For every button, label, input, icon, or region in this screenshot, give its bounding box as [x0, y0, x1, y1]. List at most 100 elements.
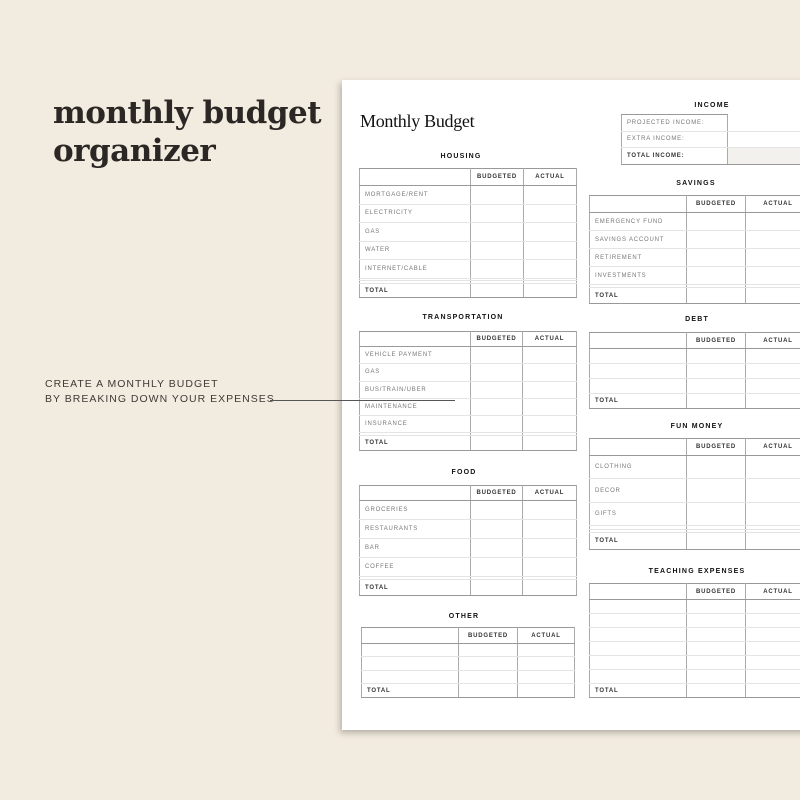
actual-cell[interactable] — [523, 185, 577, 205]
actual-cell[interactable] — [517, 643, 575, 658]
actual-cell[interactable] — [745, 669, 800, 684]
budgeted-cell[interactable] — [686, 266, 746, 286]
budgeted-cell[interactable] — [458, 656, 518, 671]
budgeted-total-cell[interactable] — [686, 532, 746, 550]
budgeted-cell[interactable] — [686, 212, 746, 232]
actual-cell[interactable] — [523, 278, 577, 282]
total-row: TOTAL — [589, 683, 800, 698]
actual-total-cell[interactable] — [745, 287, 800, 304]
budgeted-total-cell[interactable] — [458, 683, 518, 698]
budgeted-cell[interactable] — [470, 557, 523, 578]
actual-cell[interactable] — [522, 346, 577, 365]
row-label: GIFTS — [589, 502, 687, 527]
budgeted-cell[interactable] — [470, 363, 523, 382]
actual-cell[interactable] — [523, 222, 577, 242]
budgeted-total-cell[interactable] — [470, 579, 523, 596]
actual-cell[interactable] — [745, 655, 800, 670]
actual-cell[interactable] — [522, 398, 577, 417]
actual-cell[interactable] — [522, 557, 577, 578]
budgeted-cell[interactable] — [686, 669, 746, 684]
budgeted-cell[interactable] — [686, 502, 746, 527]
budgeted-cell[interactable] — [686, 455, 746, 480]
actual-cell[interactable] — [517, 656, 575, 671]
actual-total-cell[interactable] — [745, 683, 800, 698]
budgeted-cell[interactable] — [470, 241, 524, 261]
actual-total-cell[interactable] — [522, 435, 577, 451]
actual-cell[interactable] — [522, 415, 577, 434]
actual-cell[interactable] — [522, 381, 577, 399]
actual-cell[interactable] — [522, 500, 577, 521]
actual-cell[interactable] — [745, 266, 800, 286]
actual-cell[interactable] — [745, 525, 800, 530]
budgeted-cell[interactable] — [458, 643, 518, 658]
actual-total-cell[interactable] — [745, 532, 800, 550]
budgeted-cell[interactable] — [470, 185, 524, 205]
headline-line-1: monthly budget — [53, 95, 322, 131]
actual-cell[interactable] — [522, 519, 577, 540]
budgeted-cell[interactable] — [470, 500, 523, 521]
actual-total-cell[interactable] — [522, 579, 577, 596]
actual-cell[interactable] — [745, 502, 800, 527]
actual-cell[interactable] — [523, 241, 577, 261]
budgeted-cell[interactable] — [470, 398, 523, 417]
budgeted-cell[interactable] — [470, 222, 524, 242]
table-row — [589, 378, 800, 394]
fun-money-table: BUDGETED ACTUAL CLOTHING DECOR GIFTS TOTAL — [589, 438, 800, 550]
actual-cell[interactable] — [517, 670, 575, 685]
budgeted-cell[interactable] — [686, 613, 746, 628]
budgeted-cell[interactable] — [470, 538, 523, 559]
actual-cell[interactable] — [745, 348, 800, 364]
actual-cell[interactable] — [523, 259, 577, 279]
income-value-cell[interactable] — [727, 131, 800, 149]
budgeted-cell[interactable] — [470, 519, 523, 540]
actual-cell[interactable] — [745, 613, 800, 628]
budgeted-cell[interactable] — [686, 230, 746, 250]
actual-cell[interactable] — [745, 455, 800, 480]
actual-header: ACTUAL — [745, 332, 800, 349]
budgeted-cell[interactable] — [686, 627, 746, 642]
budgeted-header: BUDGETED — [686, 195, 746, 213]
actual-cell[interactable] — [745, 529, 800, 534]
income-total-cell[interactable] — [727, 147, 800, 165]
budgeted-cell[interactable] — [686, 363, 746, 379]
table-row — [589, 613, 800, 628]
actual-cell[interactable] — [745, 599, 800, 614]
actual-total-cell[interactable] — [517, 683, 575, 698]
income-value-cell[interactable] — [727, 114, 800, 132]
actual-cell[interactable] — [745, 378, 800, 394]
actual-cell[interactable] — [745, 641, 800, 656]
budgeted-cell[interactable] — [686, 248, 746, 268]
actual-cell[interactable] — [745, 230, 800, 250]
actual-cell[interactable] — [522, 363, 577, 382]
budgeted-cell[interactable] — [686, 655, 746, 670]
budgeted-total-cell[interactable] — [470, 283, 524, 298]
actual-total-cell[interactable] — [745, 393, 800, 409]
budgeted-cell[interactable] — [686, 478, 746, 503]
budgeted-cell[interactable] — [470, 381, 523, 399]
budgeted-total-cell[interactable] — [686, 683, 746, 698]
budgeted-cell[interactable] — [686, 378, 746, 394]
actual-cell[interactable] — [522, 538, 577, 559]
actual-cell[interactable] — [745, 248, 800, 268]
budgeted-cell[interactable] — [686, 348, 746, 364]
label-header — [589, 438, 687, 456]
actual-cell[interactable] — [745, 363, 800, 379]
actual-cell[interactable] — [745, 478, 800, 503]
budgeted-cell[interactable] — [458, 670, 518, 685]
budgeted-cell[interactable] — [470, 415, 523, 434]
actual-cell[interactable] — [745, 212, 800, 232]
budgeted-cell[interactable] — [686, 641, 746, 656]
budgeted-cell[interactable] — [470, 204, 524, 224]
actual-cell[interactable] — [523, 204, 577, 224]
budgeted-cell[interactable] — [470, 346, 523, 365]
actual-cell[interactable] — [745, 627, 800, 642]
actual-total-cell[interactable] — [523, 283, 577, 298]
row-label — [589, 641, 687, 656]
budgeted-total-cell[interactable] — [470, 435, 523, 451]
row-label — [361, 643, 459, 658]
budgeted-total-cell[interactable] — [686, 287, 746, 304]
budgeted-total-cell[interactable] — [686, 393, 746, 409]
row-label: GAS — [359, 363, 471, 382]
budgeted-cell[interactable] — [470, 259, 524, 279]
budgeted-cell[interactable] — [686, 599, 746, 614]
